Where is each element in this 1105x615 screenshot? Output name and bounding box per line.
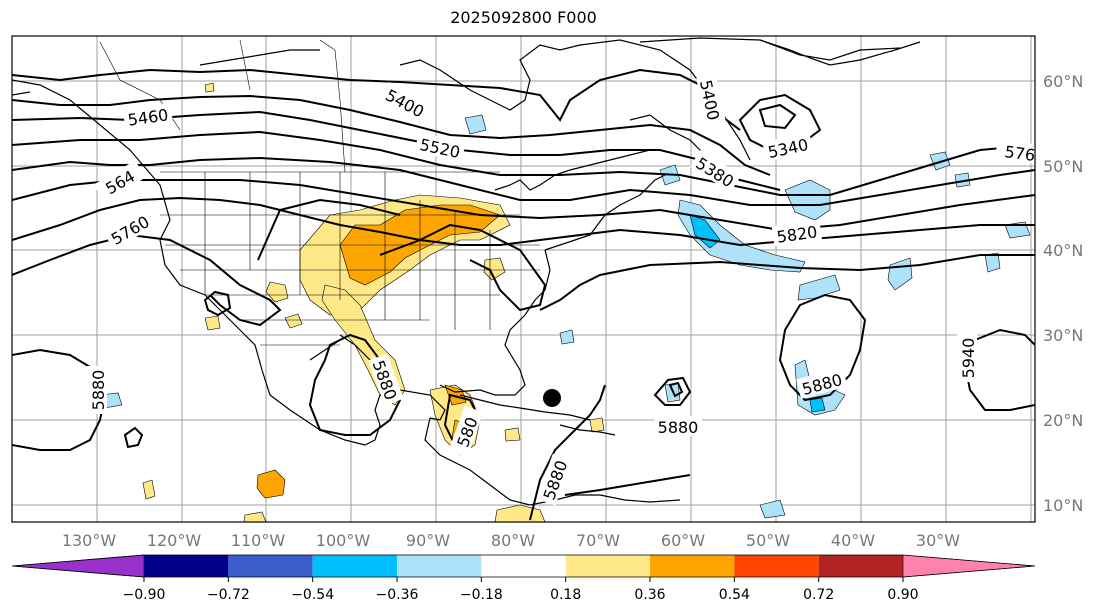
longitude-label: 120°W xyxy=(147,531,202,550)
map-border xyxy=(11,35,1036,523)
contour-label-bg xyxy=(696,74,726,126)
colorbar-segment xyxy=(11,554,145,578)
longitude-label: 70°W xyxy=(576,531,620,550)
colorbar-segment xyxy=(481,555,566,577)
latitude-labels: 60°N 50°N 40°N 30°N 20°N 10°N xyxy=(1043,72,1083,515)
longitude-label: 60°W xyxy=(661,531,705,550)
colorbar-segment xyxy=(565,555,650,577)
colorbar-tick-label: −0.36 xyxy=(376,587,419,603)
longitude-labels: 130°W 120°W 110°W 100°W 90°W 80°W 70°W 60°W 50°W… xyxy=(62,531,960,550)
contour-label-bg xyxy=(762,132,814,162)
contour-label: 576 xyxy=(1003,142,1036,165)
contour-label-bg xyxy=(93,160,146,202)
colorbar: −0.90 −0.72 −0.54 −0.36 −0.18 0.18 0.36 0.54 0.7… xyxy=(11,554,1036,603)
latitude-label: 50°N xyxy=(1043,157,1083,176)
colorbar-tick-label: 0.90 xyxy=(887,587,918,603)
colorbar-segment xyxy=(228,555,313,577)
contour-label-bg xyxy=(689,149,742,193)
contour-label-bg xyxy=(994,138,1046,166)
colorbar-segment xyxy=(902,554,1036,578)
contour-label-bg xyxy=(379,82,432,123)
latitude-label: 30°N xyxy=(1043,326,1083,345)
colorbar-tick-label: 0.18 xyxy=(550,587,581,603)
colorbar-tick-label: −0.18 xyxy=(460,587,503,603)
colorbar-segment xyxy=(818,555,903,577)
storm-center-marker xyxy=(543,389,561,407)
longitude-label: 110°W xyxy=(231,531,286,550)
contour-label-bg xyxy=(795,367,848,399)
contour-label-bg xyxy=(654,416,702,436)
colorbar-segment xyxy=(734,555,819,577)
longitude-label: 100°W xyxy=(316,531,371,550)
colorbar-tick-label: 0.36 xyxy=(634,587,665,603)
contour-label-bg xyxy=(122,102,174,130)
longitude-label: 80°W xyxy=(491,531,535,550)
colorbar-tick-label: −0.90 xyxy=(123,587,166,603)
contour-label-bg xyxy=(536,453,572,506)
map-title: 2025092800 F000 xyxy=(450,8,597,27)
latitude-label: 40°N xyxy=(1043,241,1083,260)
contour-label-bg xyxy=(957,334,977,382)
contour-label: 5880 xyxy=(658,418,699,437)
colorbar-tick-label: 0.54 xyxy=(719,587,750,603)
colorbar-tick-label: 0.72 xyxy=(803,587,834,603)
colorbar-segment xyxy=(312,555,397,577)
contour-label-bg xyxy=(103,208,156,250)
colorbar-segment xyxy=(144,555,229,577)
colorbar-tick-label: −0.54 xyxy=(291,587,334,603)
latitude-label: 60°N xyxy=(1043,72,1083,91)
longitude-label: 50°W xyxy=(746,531,790,550)
longitude-label: 40°W xyxy=(831,531,875,550)
colorbar-segment xyxy=(397,555,482,577)
contour-label: 5940 xyxy=(959,338,978,379)
contour-label-bg xyxy=(414,132,466,162)
contour-label-bg xyxy=(771,219,823,247)
latitude-label: 20°N xyxy=(1043,411,1083,430)
contour-label: 5880 xyxy=(89,370,108,411)
longitude-label: 90°W xyxy=(406,531,450,550)
colorbar-segment xyxy=(650,555,735,577)
longitude-label: 130°W xyxy=(62,531,117,550)
colorbar-tick-label: −0.72 xyxy=(207,587,250,603)
gridlines xyxy=(12,36,1035,522)
contour-label-bg xyxy=(448,405,484,458)
longitude-label: 30°W xyxy=(916,531,960,550)
contour-label-bg xyxy=(87,366,107,414)
contour-label-bg xyxy=(368,353,404,406)
latitude-label: 10°N xyxy=(1043,496,1083,515)
